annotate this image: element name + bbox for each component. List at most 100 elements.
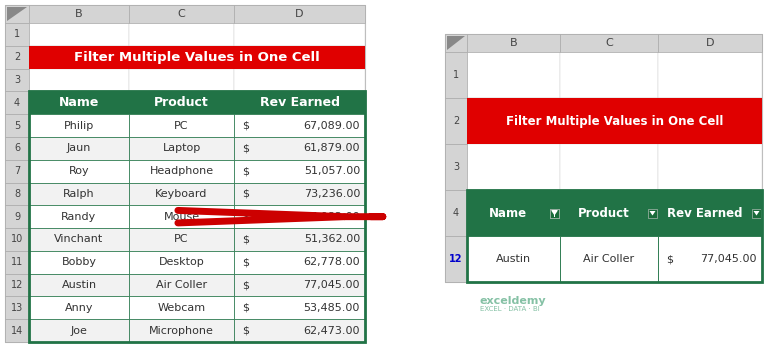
FancyBboxPatch shape xyxy=(29,251,129,274)
FancyBboxPatch shape xyxy=(29,137,129,160)
Text: Laptop: Laptop xyxy=(163,143,201,153)
Text: $: $ xyxy=(242,303,249,313)
FancyBboxPatch shape xyxy=(29,160,129,183)
FancyBboxPatch shape xyxy=(29,183,129,205)
Text: 3: 3 xyxy=(453,162,459,172)
FancyBboxPatch shape xyxy=(234,23,365,46)
Text: $: $ xyxy=(242,325,249,336)
Text: Mouse: Mouse xyxy=(163,212,199,222)
Text: 2: 2 xyxy=(453,116,459,126)
FancyBboxPatch shape xyxy=(29,319,129,342)
FancyBboxPatch shape xyxy=(234,69,365,91)
Polygon shape xyxy=(551,211,558,215)
FancyBboxPatch shape xyxy=(29,274,129,296)
Text: $: $ xyxy=(242,120,249,130)
Text: 2: 2 xyxy=(14,52,20,62)
Text: Keyboard: Keyboard xyxy=(155,189,208,199)
Text: $: $ xyxy=(242,212,249,222)
Text: 53,485.00: 53,485.00 xyxy=(304,303,360,313)
FancyBboxPatch shape xyxy=(29,274,129,296)
FancyBboxPatch shape xyxy=(129,5,234,23)
Text: $: $ xyxy=(242,189,249,199)
Text: 73,236.00: 73,236.00 xyxy=(304,189,360,199)
Text: Name: Name xyxy=(489,206,527,220)
FancyBboxPatch shape xyxy=(560,236,658,282)
Text: 8: 8 xyxy=(14,189,20,199)
FancyBboxPatch shape xyxy=(445,236,467,282)
Text: Bobby: Bobby xyxy=(61,257,97,267)
FancyBboxPatch shape xyxy=(648,209,657,218)
FancyBboxPatch shape xyxy=(5,160,29,183)
FancyBboxPatch shape xyxy=(234,137,365,160)
Text: 7: 7 xyxy=(14,166,20,176)
FancyBboxPatch shape xyxy=(5,205,29,228)
FancyBboxPatch shape xyxy=(129,69,234,91)
FancyBboxPatch shape xyxy=(129,183,234,205)
FancyBboxPatch shape xyxy=(467,98,762,144)
Text: Product: Product xyxy=(578,206,630,220)
FancyBboxPatch shape xyxy=(129,274,234,296)
FancyBboxPatch shape xyxy=(445,190,467,236)
FancyBboxPatch shape xyxy=(5,183,29,205)
Text: Rev Earned: Rev Earned xyxy=(667,206,742,220)
FancyBboxPatch shape xyxy=(29,183,129,205)
FancyBboxPatch shape xyxy=(29,91,129,114)
Polygon shape xyxy=(650,211,656,215)
FancyBboxPatch shape xyxy=(129,46,234,69)
FancyBboxPatch shape xyxy=(445,34,467,52)
FancyBboxPatch shape xyxy=(129,228,234,251)
FancyBboxPatch shape xyxy=(234,228,365,251)
FancyBboxPatch shape xyxy=(234,251,365,274)
Text: Randy: Randy xyxy=(61,212,97,222)
Text: 3: 3 xyxy=(14,75,20,85)
FancyBboxPatch shape xyxy=(234,274,365,296)
FancyBboxPatch shape xyxy=(467,190,560,236)
FancyBboxPatch shape xyxy=(560,190,658,236)
FancyBboxPatch shape xyxy=(129,91,234,114)
FancyBboxPatch shape xyxy=(29,91,129,114)
FancyBboxPatch shape xyxy=(550,209,559,218)
FancyBboxPatch shape xyxy=(445,34,762,282)
FancyBboxPatch shape xyxy=(445,52,467,98)
FancyBboxPatch shape xyxy=(29,319,129,342)
FancyBboxPatch shape xyxy=(234,228,365,251)
Text: 1: 1 xyxy=(14,29,20,40)
FancyBboxPatch shape xyxy=(129,114,234,137)
Text: exceldemy: exceldemy xyxy=(480,296,547,306)
Text: Product: Product xyxy=(154,96,209,109)
Text: Jaun: Jaun xyxy=(67,143,91,153)
FancyBboxPatch shape xyxy=(234,319,365,342)
Polygon shape xyxy=(7,7,27,21)
Text: $: $ xyxy=(666,254,673,264)
Polygon shape xyxy=(753,211,759,215)
FancyBboxPatch shape xyxy=(29,160,129,183)
FancyBboxPatch shape xyxy=(234,5,365,23)
FancyBboxPatch shape xyxy=(5,251,29,274)
FancyBboxPatch shape xyxy=(5,69,29,91)
FancyBboxPatch shape xyxy=(29,251,129,274)
FancyBboxPatch shape xyxy=(129,251,234,274)
Text: B: B xyxy=(510,38,517,48)
FancyBboxPatch shape xyxy=(445,144,467,190)
FancyBboxPatch shape xyxy=(129,228,234,251)
Text: 77,045.00: 77,045.00 xyxy=(304,280,360,290)
Text: Vinchant: Vinchant xyxy=(54,235,104,245)
Text: 10: 10 xyxy=(11,235,23,245)
FancyBboxPatch shape xyxy=(129,296,234,319)
FancyBboxPatch shape xyxy=(752,209,761,218)
FancyBboxPatch shape xyxy=(658,190,762,236)
FancyBboxPatch shape xyxy=(129,205,234,228)
FancyBboxPatch shape xyxy=(29,69,129,91)
Text: C: C xyxy=(178,9,186,19)
Text: 61,879.00: 61,879.00 xyxy=(304,143,360,153)
FancyBboxPatch shape xyxy=(467,34,560,52)
FancyBboxPatch shape xyxy=(129,296,234,319)
Text: 14: 14 xyxy=(11,325,23,336)
FancyBboxPatch shape xyxy=(5,137,29,160)
FancyBboxPatch shape xyxy=(5,46,29,69)
FancyBboxPatch shape xyxy=(467,144,560,190)
FancyBboxPatch shape xyxy=(658,144,762,190)
FancyBboxPatch shape xyxy=(560,144,658,190)
Text: 5: 5 xyxy=(14,120,20,130)
FancyBboxPatch shape xyxy=(129,137,234,160)
